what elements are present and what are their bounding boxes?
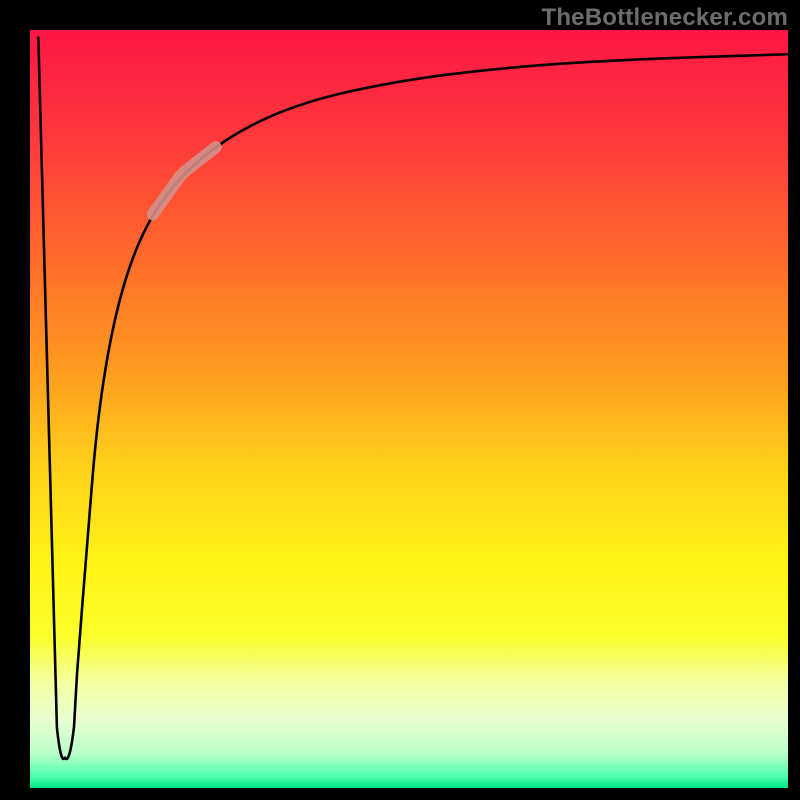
- gradient-background: [30, 30, 788, 788]
- chart-svg: [30, 30, 788, 788]
- plot-area: [30, 30, 788, 788]
- watermark-label: TheBottlenecker.com: [541, 4, 788, 32]
- chart-container: TheBottlenecker.com: [0, 0, 800, 800]
